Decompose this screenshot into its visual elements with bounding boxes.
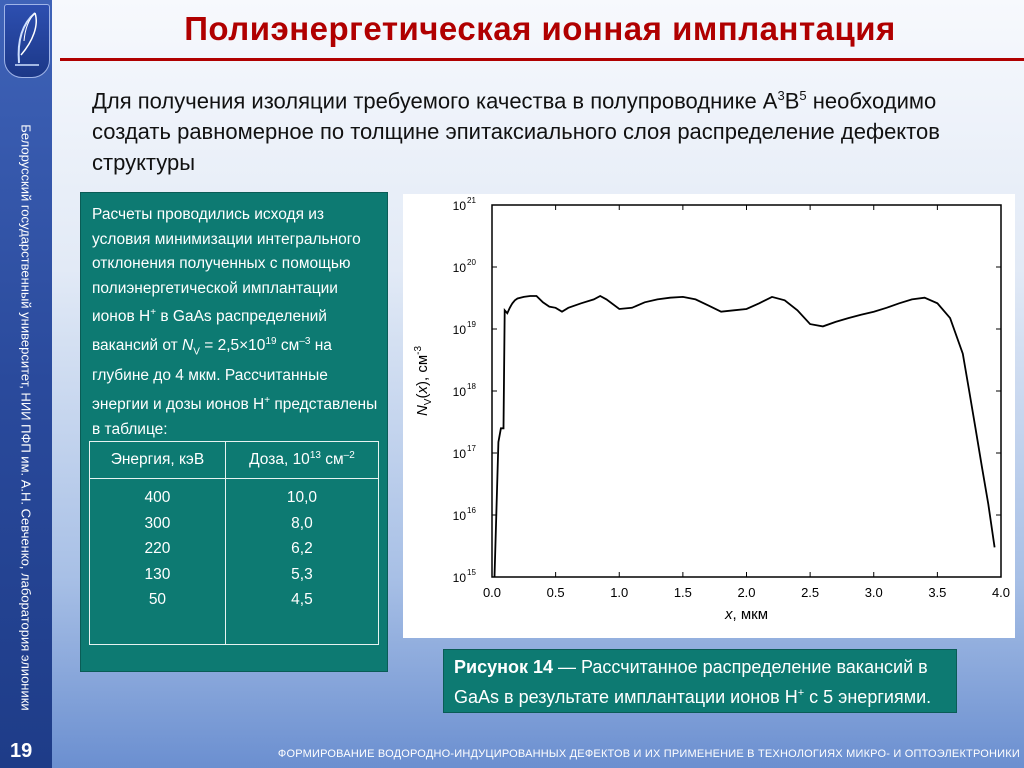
x-tick-label: 0.0 — [483, 585, 501, 600]
y-tick-exponent: 21 — [467, 196, 476, 205]
y-tick-label: 10 — [453, 571, 467, 585]
y-axis-label: NV(x), см-3 — [413, 346, 434, 417]
y-tick-label: 10 — [453, 323, 467, 337]
y-tick-label: 10 — [453, 199, 467, 213]
y-tick-label: 10 — [453, 385, 467, 399]
y-tick-exponent: 19 — [467, 320, 476, 329]
dose-column-header: Доза, 1013 см–2 — [224, 441, 380, 479]
energy-column-header: Энергия, кэВ — [89, 441, 226, 479]
x-tick-label: 2.0 — [737, 585, 755, 600]
y-tick-label: 10 — [453, 509, 467, 523]
dose-value: 8,0 — [291, 514, 313, 532]
y-tick-exponent: 18 — [467, 382, 476, 391]
vacancy-distribution-chart: 0.0 0.5 1.0 1.5 2.0 2.5 3.0 3.5 4.0 10 15 10 16 10 17 1… — [403, 194, 1015, 638]
x-tick-label: 0.5 — [547, 585, 565, 600]
x-tick-label: 1.5 — [674, 585, 692, 600]
title-divider — [60, 58, 1024, 61]
slide-title: Полиэнергетическая ионная имплантация — [184, 10, 896, 47]
energy-value: 50 — [148, 591, 167, 608]
dose-value: 4,5 — [291, 591, 313, 608]
sidebar: Белорусский государственный университет,… — [0, 0, 52, 768]
vacancy-profile-line — [493, 294, 996, 578]
y-tick-exponent: 20 — [467, 258, 476, 267]
x-tick-label: 1.0 — [610, 585, 628, 600]
x-axis-label: x, мкм — [724, 606, 768, 623]
x-tick-label: 3.5 — [928, 585, 946, 600]
y-tick-exponent: 15 — [467, 568, 476, 577]
feather-emblem-icon — [15, 12, 39, 66]
energy-value: 300 — [144, 514, 171, 532]
calculation-description: Расчеты проводились исходя из условия ми… — [92, 206, 378, 438]
y-tick-exponent: 16 — [467, 506, 476, 515]
dose-values-cell: 10,0 8,0 6,2 5,3 4,5 — [224, 478, 380, 645]
institution-label: Белорусский государственный университет,… — [18, 124, 34, 711]
university-logo — [4, 4, 50, 78]
energy-dose-table: Энергия, кэВ Доза, 1013 см–2 400 300 220… — [89, 441, 380, 645]
y-tick-exponent: 17 — [467, 444, 476, 453]
dose-value: 5,3 — [291, 565, 313, 583]
energy-value: 400 — [144, 489, 171, 506]
dose-value: 6,2 — [291, 540, 313, 557]
energy-value: 220 — [144, 540, 171, 557]
plot-frame — [491, 204, 1002, 578]
intro-paragraph: Для получения изоляции требуемого качест… — [92, 88, 940, 176]
footer-text: ФОРМИРОВАНИЕ ВОДОРОДНО-ИНДУЦИРОВАННЫХ ДЕ… — [277, 748, 1020, 760]
x-tick-label: 4.0 — [992, 585, 1010, 600]
calculation-info-box: Расчеты проводились исходя из условия ми… — [80, 192, 388, 672]
figure-caption: Рисунок 14 — Рассчитанное распределение … — [443, 649, 957, 713]
x-tick-label: 2.5 — [801, 585, 819, 600]
x-tick-label: 3.0 — [865, 585, 883, 600]
energy-value: 130 — [144, 565, 171, 583]
dose-value: 10,0 — [286, 489, 318, 506]
energy-values-cell: 400 300 220 130 50 — [89, 478, 226, 645]
page-number: 19 — [10, 740, 33, 762]
y-tick-label: 10 — [453, 261, 467, 275]
y-tick-label: 10 — [453, 447, 467, 461]
